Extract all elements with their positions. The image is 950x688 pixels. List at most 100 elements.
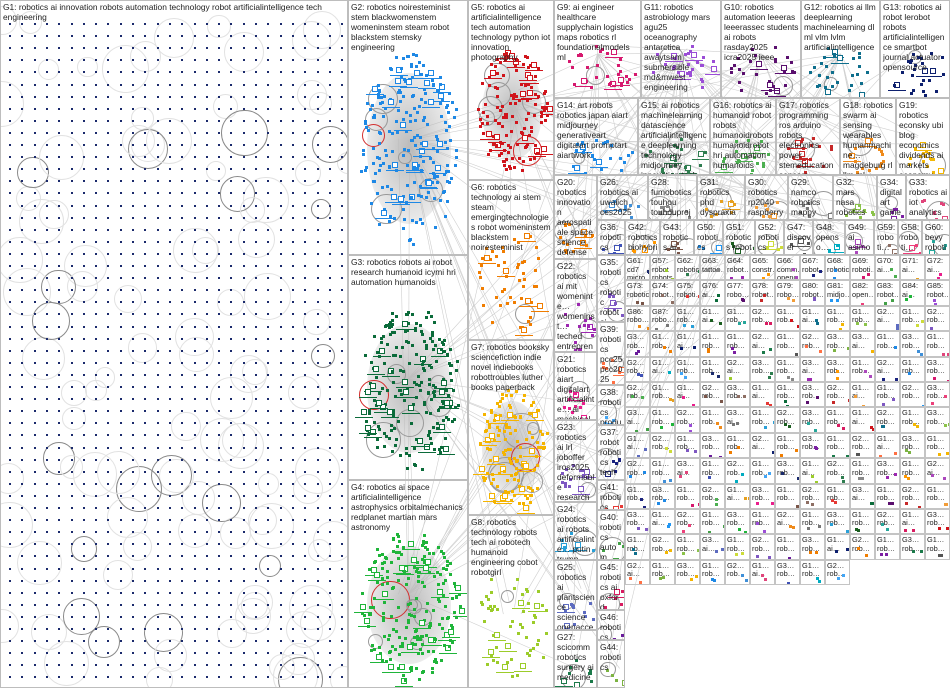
group-g59[interactable]: G59: roboti… stem edusk… [874,220,898,255]
small-group-cell[interactable]: G3… ai… [675,458,700,484]
small-group-cell[interactable]: G1… rob… [775,534,800,560]
group-g32[interactable]: G32: mars nasa robotics [833,175,877,220]
small-group-cell[interactable]: G85: robot… [925,280,950,306]
small-group-cell[interactable]: G1… rob… [675,534,700,560]
small-group-cell[interactable]: G65: constr… [750,255,775,281]
small-group-cell[interactable]: G1… rob… [650,331,675,357]
small-group-cell[interactable]: G61: cd7 micro… night… [625,255,650,281]
small-group-cell[interactable]: G1… ai… [800,458,825,484]
small-group-cell[interactable]: G3… rob… [825,331,850,357]
group-g43[interactable]: G43: robotics ai 3dprinting neuromo… [660,220,694,255]
small-group-cell[interactable]: G1… rob… [650,407,675,433]
group-g36[interactable]: G36: robotics robot robots… [597,220,625,255]
small-group-cell[interactable]: G3… rob… [900,432,925,459]
group-g20[interactable]: G20: robotics innovation aerospatiale sp… [554,175,597,259]
group-g13[interactable]: G13: robotics ai robot lerobot robots ar… [880,0,950,98]
group-g9[interactable]: G9: ai engineer healthcare supplychain l… [554,0,641,98]
small-group-cell[interactable]: G1… rob… [700,331,725,357]
small-group-cell[interactable]: G1… rob… [925,432,950,459]
small-group-cell[interactable]: G2… rob… [675,407,700,433]
group-g25[interactable]: G25: robotics ai plantscience science op… [554,560,597,630]
group-g10[interactable]: G10: robotics automation leeeras leeeras… [721,0,801,98]
group-g23[interactable]: G23: robotics ai lrl joboffer iros2025 d… [554,420,597,502]
small-group-cell[interactable]: G3… ai… [850,331,875,357]
small-group-cell[interactable]: G66: comm… openc… [775,255,800,281]
group-g26[interactable]: G26: robotics ai uwaiich ces2025 nvidia … [597,175,648,220]
small-group-cell[interactable]: G3… rob… [750,483,775,509]
small-group-cell[interactable]: G3… ai… [625,407,650,433]
small-group-cell[interactable]: G68: robotics… [825,255,850,281]
group-g60[interactable]: G60: bevy roboti… rust? [922,220,950,255]
small-group-cell[interactable]: G1… rob… [775,381,800,408]
small-group-cell[interactable]: G3… rob… [875,458,900,484]
group-g27[interactable]: G27: scicomm robotics surgery ai medicin… [554,630,597,688]
small-group-cell[interactable]: G2… rob… [725,458,750,484]
small-group-cell[interactable]: G1… rob… [675,356,700,382]
small-group-cell[interactable]: G3… rob… [800,432,825,459]
group-g49[interactable]: G49: ai asimov law robotic… [845,220,874,255]
small-group-cell[interactable]: G3… rob… [825,356,850,382]
small-group-cell[interactable]: G1… rob… [800,508,825,535]
small-group-cell[interactable]: G79: robo… [775,280,800,306]
small-group-cell[interactable]: G2… rob… [825,381,850,408]
group-g40[interactable]: G40: robotics autom… ai… [597,510,625,560]
small-group-cell[interactable]: G3… rob… [775,559,800,586]
small-group-cell[interactable]: G1… rob… [625,534,650,560]
group-g21[interactable]: G21: robotics aiart digitalart artificia… [554,352,597,420]
small-group-cell[interactable]: G1… rob… [775,331,800,357]
small-group-cell[interactable]: G2… rob… [700,381,725,408]
small-group-cell[interactable]: G1… rob… [675,305,700,332]
small-group-cell[interactable]: G2… rob… [750,534,775,560]
small-group-cell[interactable]: G86: robo… [625,305,650,332]
small-group-cell[interactable]: G1… rob… [875,331,900,357]
small-group-cell[interactable]: G3… rob… [625,508,650,535]
small-group-cell[interactable]: G72: ai… [925,255,950,281]
small-group-cell[interactable]: G1… ai… [825,534,850,560]
small-group-cell[interactable]: G69: roboti… [850,255,875,281]
small-group-cell[interactable]: G3… rob… [800,534,825,560]
small-group-cell[interactable]: G3… rob… [750,356,775,382]
small-group-cell[interactable]: G3… rob… [925,508,950,535]
small-group-cell[interactable]: G2… rob… [675,508,700,535]
group-g44[interactable]: G44: robotics [597,640,625,688]
small-group-cell[interactable]: G3… rob… [800,407,825,433]
small-group-cell[interactable]: G83: robot… [875,280,900,306]
group-g47[interactable]: G47: discover news new… [784,220,813,255]
small-group-cell[interactable]: G1… ai… [850,407,875,433]
group-g6[interactable]: G6: robotics technology ai stem steam em… [468,180,554,340]
small-group-cell[interactable]: G1… rob… [900,407,925,433]
small-group-cell[interactable]: G2… rob… [875,407,900,433]
small-group-cell[interactable]: G73: robotic… [625,280,650,306]
group-g15[interactable]: G15: ai robotics machinelearning datasci… [638,98,710,175]
group-g5[interactable]: G5: robotics ai artificialintelligence t… [468,0,554,180]
small-group-cell[interactable]: G3… ai… [700,534,725,560]
small-group-cell[interactable]: G2… rob… [800,331,825,357]
small-group-cell[interactable]: G3… ai… [850,483,875,509]
small-group-cell[interactable]: G1… ai… [725,483,750,509]
small-group-cell[interactable]: G1… rob… [825,305,850,332]
small-group-cell[interactable]: G2… rob… [900,381,925,408]
small-group-cell[interactable]: G74: robot… [650,280,675,306]
small-group-cell[interactable]: G2… rob… [725,559,750,586]
small-group-cell[interactable]: G2… ai… [875,305,900,332]
group-g17[interactable]: G17: robotics programming ros arduino ro… [776,98,840,175]
small-group-cell[interactable]: G1… rob… [700,356,725,382]
group-g52[interactable]: G52: robotics hula hoop… [755,220,784,255]
small-group-cell[interactable]: G1… rob… [750,407,775,433]
small-group-cell[interactable]: G81: midjo… [825,280,850,306]
small-group-cell[interactable]: G1… rob… [925,483,950,509]
group-g34[interactable]: G34: digitalart gameart pixelarts 16bits… [877,175,906,220]
small-group-cell[interactable]: G1… ai… [750,381,775,408]
small-group-cell[interactable]: G1… rob… [775,305,800,332]
group-g8[interactable]: G8: robotics technology robots tech ai r… [468,515,554,688]
group-g29[interactable]: G29: namco robotics mappy 1980s videogam… [788,175,833,220]
small-group-cell[interactable]: G2… rob… [825,458,850,484]
small-group-cell[interactable]: G1… ai… [850,381,875,408]
small-group-cell[interactable]: G3… rob… [700,432,725,459]
small-group-cell[interactable]: G1… rob… [750,458,775,484]
small-group-cell[interactable]: G1… rob… [675,483,700,509]
small-group-cell[interactable]: G1… rob… [650,458,675,484]
group-g12[interactable]: G12: robotics ai llm deeplearning machin… [801,0,880,98]
small-group-cell[interactable]: G2… rob… [800,483,825,509]
group-g2[interactable]: G2: robotics noiresteminist stem blackwo… [348,0,468,255]
